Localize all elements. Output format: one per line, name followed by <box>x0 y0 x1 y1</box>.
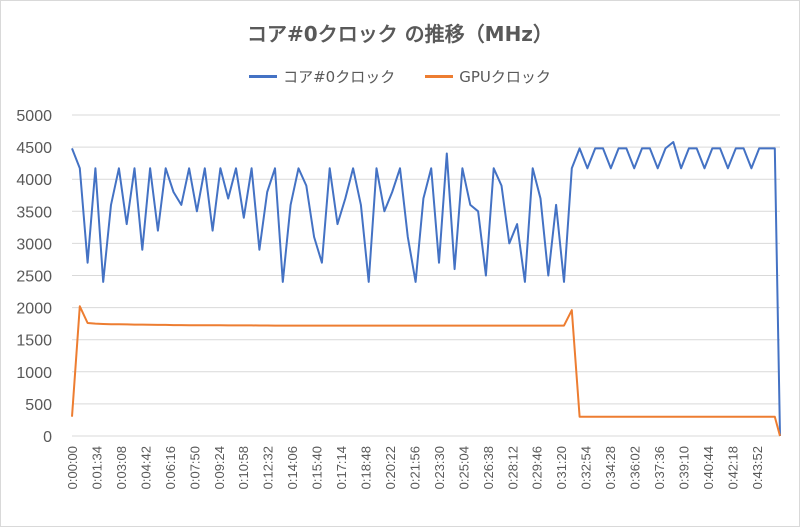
x-tick-label: 0:26:38 <box>481 446 496 489</box>
x-tick-label: 0:21:56 <box>407 446 422 489</box>
legend-swatch-gpu <box>425 75 454 78</box>
x-tick-label: 0:25:04 <box>456 446 471 489</box>
x-tick-label: 0:10:58 <box>236 446 251 489</box>
legend: コア#0クロック GPUクロック <box>0 66 800 87</box>
x-tick-label: 0:36:02 <box>628 446 643 489</box>
legend-item-core: コア#0クロック <box>249 66 395 87</box>
x-tick-label: 0:43:52 <box>750 446 765 489</box>
x-tick-label: 0:20:22 <box>383 446 398 489</box>
x-tick-label: 0:42:18 <box>725 446 740 489</box>
x-tick-label: 0:14:06 <box>285 446 300 489</box>
x-tick-label: 0:40:44 <box>701 446 716 489</box>
y-tick-label: 5000 <box>16 108 52 125</box>
y-tick-label: 3000 <box>16 236 52 253</box>
y-tick-label: 1000 <box>16 365 52 382</box>
x-tick-label: 0:03:08 <box>114 446 129 489</box>
x-tick-label: 0:06:16 <box>163 446 178 489</box>
y-tick-label: 4500 <box>16 140 52 157</box>
y-tick-label: 2000 <box>16 301 52 318</box>
legend-label-gpu: GPUクロック <box>459 68 551 86</box>
x-tick-label: 0:04:42 <box>138 446 153 489</box>
x-tick-label: 0:31:20 <box>554 446 569 489</box>
chart-title: コア#0クロック の推移（MHz） <box>247 22 553 46</box>
x-tick-label: 0:29:46 <box>530 446 545 489</box>
y-tick-label: 2500 <box>16 269 52 286</box>
x-tick-label: 0:18:48 <box>359 446 374 489</box>
x-tick-label: 0:34:28 <box>603 446 618 489</box>
x-tick-label: 0:15:40 <box>310 446 325 489</box>
x-tick-label: 0:12:32 <box>261 446 276 489</box>
x-tick-label: 0:00:00 <box>65 446 80 489</box>
x-tick-label: 0:23:30 <box>432 446 447 489</box>
y-tick-label: 500 <box>25 397 52 414</box>
legend-swatch-core <box>249 75 278 78</box>
x-tick-label: 0:32:54 <box>579 446 594 489</box>
y-tick-label: 0 <box>43 429 52 446</box>
y-tick-label: 3500 <box>16 204 52 221</box>
series-line-core-clock <box>71 141 781 437</box>
y-tick-label: 1500 <box>16 333 52 350</box>
y-tick-label: 4000 <box>16 172 52 189</box>
series-line-gpu-clock <box>71 305 781 437</box>
x-tick-label: 0:37:36 <box>652 446 667 489</box>
x-tick-label: 0:39:10 <box>677 446 692 489</box>
legend-label-core: コア#0クロック <box>283 68 396 86</box>
x-tick-label: 0:09:24 <box>212 446 227 489</box>
x-tick-label: 0:17:14 <box>334 446 349 489</box>
x-tick-label: 0:01:34 <box>89 446 104 489</box>
x-tick-label: 0:28:12 <box>505 446 520 489</box>
legend-item-gpu: GPUクロック <box>425 66 551 87</box>
x-tick-label: 0:07:50 <box>187 446 202 489</box>
